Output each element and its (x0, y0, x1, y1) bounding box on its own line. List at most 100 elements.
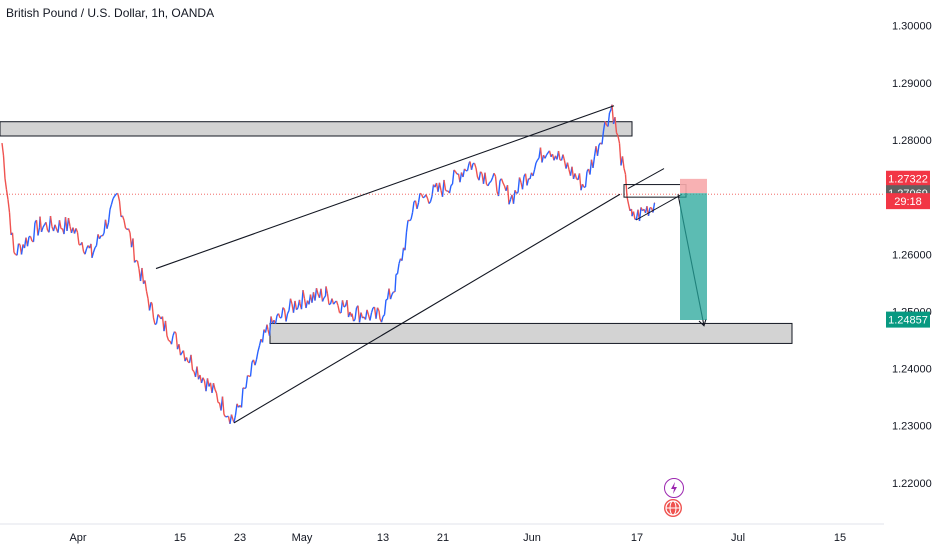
price-axis[interactable]: 1.300001.290001.280001.260001.250001.240… (892, 21, 932, 490)
price-segment (459, 172, 463, 183)
price-segment (618, 143, 622, 166)
time-axis[interactable]: Apr 15 23 May 13 21 Jun 17 Jul 15 (0, 523, 884, 544)
chart-title: British Pound / U.S. Dollar, 1h, OANDA (6, 6, 215, 20)
price-segment (117, 194, 121, 202)
price-segment (325, 286, 329, 295)
price-segment (110, 198, 114, 205)
price-segment (626, 196, 630, 205)
trendlines[interactable] (155, 105, 707, 424)
price-segment (484, 172, 488, 185)
short-position[interactable] (680, 178, 707, 320)
price-segment (179, 352, 183, 356)
time-tick-label: Apr (69, 532, 86, 544)
support-zone (269, 322, 793, 344)
price-segment (29, 236, 33, 242)
price-segment (532, 169, 536, 177)
price-segment (294, 300, 298, 310)
price-segment (92, 247, 96, 253)
price-tick-label: 1.29000 (892, 78, 932, 90)
price-segment (380, 316, 384, 323)
price-segment (512, 190, 516, 204)
price-segment (266, 324, 269, 330)
price-segment (450, 183, 453, 187)
price-segment (91, 252, 95, 258)
price-segment (351, 313, 355, 322)
price-segment (282, 307, 286, 310)
price-segment (49, 215, 53, 227)
price-tick-label: 1.22000 (892, 478, 932, 490)
price-segment (320, 288, 324, 302)
price-segment (376, 307, 380, 312)
price-segment (445, 189, 448, 192)
price-segment (366, 309, 370, 316)
price-segment (607, 112, 611, 127)
zones (0, 121, 793, 344)
price-segment (8, 212, 12, 235)
price-tick-label: 1.28000 (892, 135, 932, 147)
price-segment (244, 387, 247, 390)
price-tick-label: 1.24000 (892, 364, 932, 376)
price-segment (144, 280, 148, 292)
price-segment (398, 258, 402, 264)
time-tick-label: Jun (523, 532, 541, 544)
price-segment (394, 274, 397, 292)
price-segment (369, 312, 373, 321)
price-segment (136, 260, 140, 270)
price-tag-label: 1.27322 (888, 174, 928, 186)
price-segment (574, 173, 578, 179)
price-segment (13, 252, 17, 255)
price-segment (470, 163, 474, 170)
price-segment (249, 362, 253, 377)
price-segment (416, 202, 420, 210)
price-segment (1, 142, 5, 156)
price-segment (632, 211, 636, 220)
price-segment (132, 238, 136, 263)
take-profit-area (680, 193, 707, 320)
price-segment (106, 222, 110, 229)
price-segment (337, 305, 341, 313)
price-segment (634, 218, 637, 221)
price-segment (135, 259, 138, 262)
price-segment (354, 307, 358, 320)
price-segment (154, 323, 157, 326)
price-segment (493, 172, 497, 177)
price-segment (652, 202, 656, 213)
price-segment (321, 297, 325, 302)
price-segment (623, 168, 627, 175)
price-series (0, 104, 884, 425)
price-segment (75, 228, 79, 233)
price-segment (42, 224, 46, 228)
price-segment (475, 167, 479, 178)
time-tick-label: 17 (631, 532, 643, 544)
price-segment (506, 185, 510, 205)
price-segment (300, 290, 304, 310)
price-segment (419, 192, 422, 195)
breakout-box (623, 184, 687, 198)
price-segment (621, 156, 625, 169)
price-segment (341, 300, 345, 308)
price-segment (502, 182, 506, 187)
price-segment (490, 177, 494, 182)
price-segment (118, 201, 122, 217)
price-segment (541, 154, 545, 163)
price-segment (18, 243, 21, 246)
globe-icon[interactable] (664, 499, 682, 517)
price-segment (202, 377, 206, 382)
price-segment (101, 232, 105, 237)
price-segment (150, 301, 153, 304)
price-segment (328, 303, 331, 306)
price-segment (242, 387, 245, 390)
price-segment (212, 382, 216, 390)
price-segment (245, 375, 249, 388)
price-segment (255, 351, 259, 360)
price-segment (76, 232, 80, 245)
price-segment (37, 227, 41, 236)
price-segment (323, 295, 327, 299)
price-segment (314, 288, 318, 301)
stop-loss-area (680, 178, 707, 194)
price-segment (257, 345, 261, 352)
lightning-icon[interactable] (664, 478, 684, 498)
price-tag-bg (886, 170, 930, 187)
price-segment (230, 414, 234, 421)
